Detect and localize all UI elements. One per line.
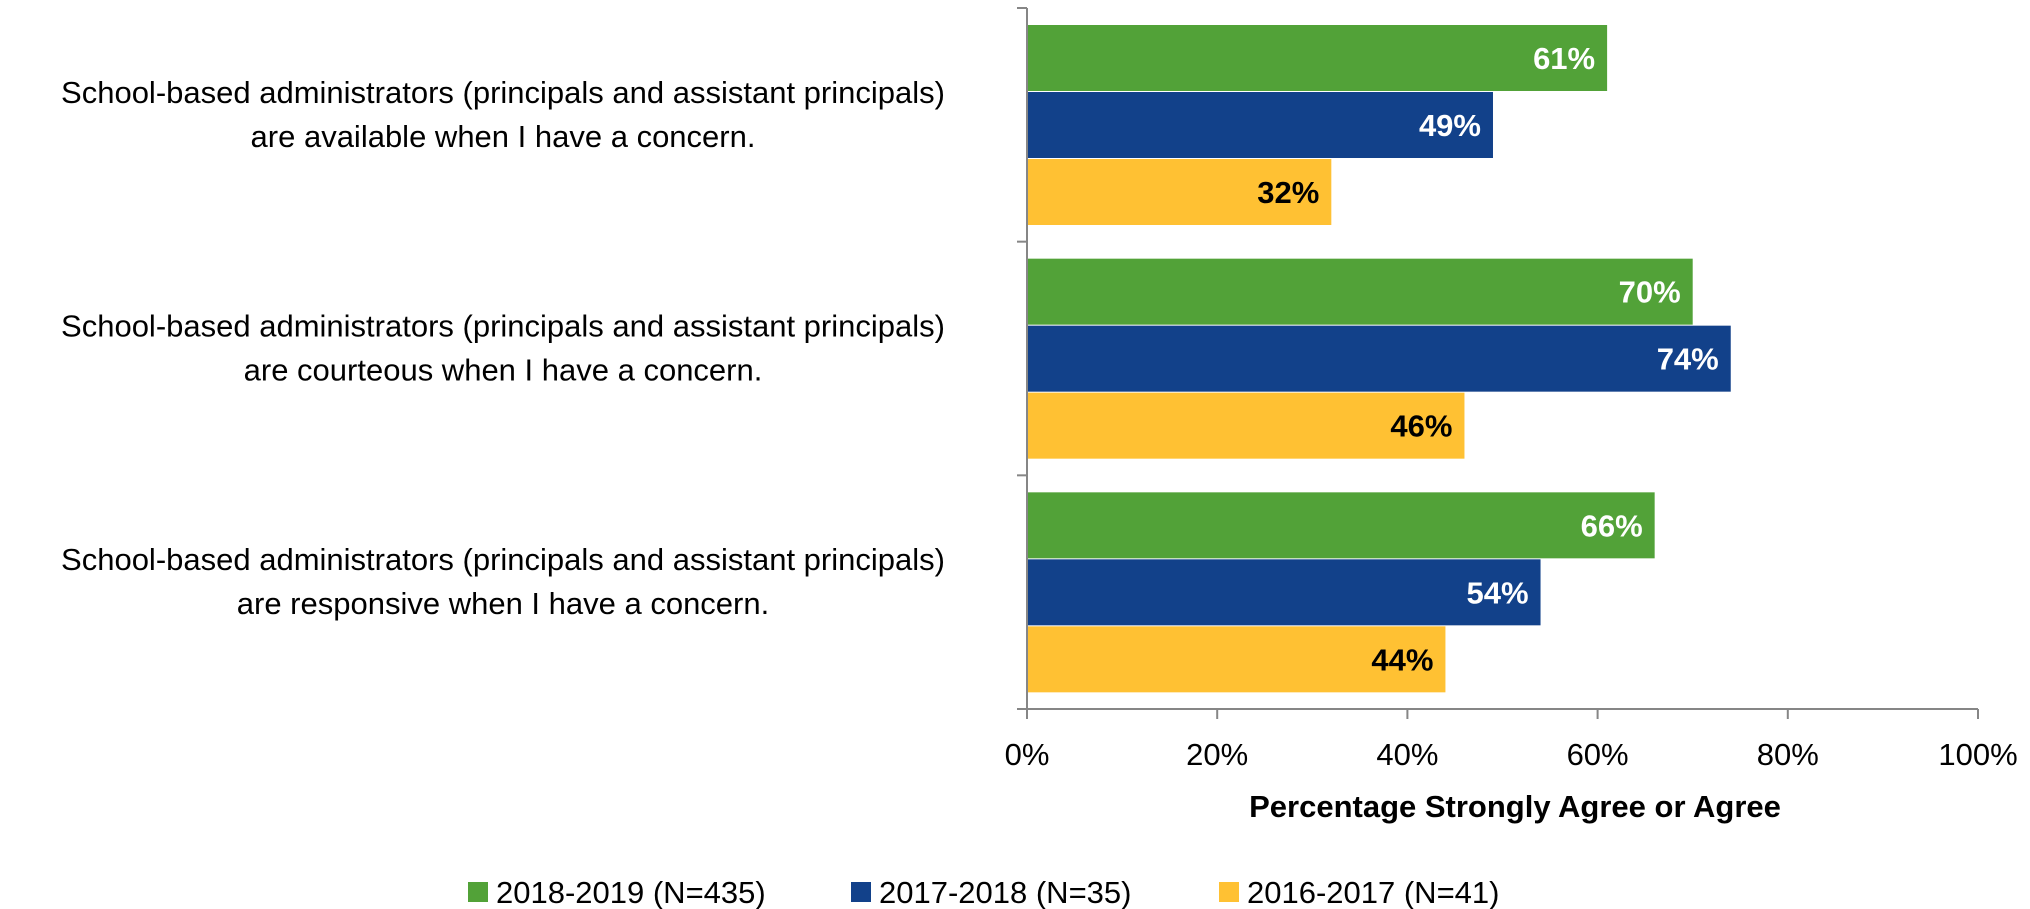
- axes: [1017, 7, 1979, 719]
- legend-swatch: [851, 882, 871, 902]
- bar: [1027, 559, 1541, 626]
- x-tick-label: 100%: [1938, 737, 2017, 772]
- legend-swatch: [1219, 882, 1239, 902]
- x-tick-label: 0%: [1005, 737, 1050, 772]
- data-label: 49%: [1419, 108, 1481, 143]
- legend-label: 2016-2017 (N=41): [1247, 875, 1499, 909]
- category-label: School-based administrators (principals …: [61, 75, 945, 110]
- x-tick-labels: 0% 20% 40% 60% 80% 100%: [1005, 737, 2018, 772]
- category-label: are responsive when I have a concern.: [237, 586, 769, 621]
- x-tick-label: 60%: [1567, 737, 1629, 772]
- data-labels: 61% 49% 32% 70% 74% 46% 66% 54% 44%: [1257, 41, 1718, 677]
- category-labels: School-based administrators (principals …: [61, 75, 945, 621]
- data-label: 54%: [1466, 575, 1528, 610]
- legend-label: 2017-2018 (N=35): [879, 875, 1131, 909]
- bar: [1027, 25, 1608, 91]
- legend: 2018-2019 (N=435) 2017-2018 (N=35) 2016-20…: [468, 875, 1499, 909]
- x-tick-label: 40%: [1376, 737, 1438, 772]
- x-tick-label: 20%: [1186, 737, 1248, 772]
- data-label: 32%: [1257, 175, 1319, 210]
- bar: [1027, 392, 1465, 459]
- category-label: are courteous when I have a concern.: [244, 353, 763, 388]
- bar: [1027, 492, 1655, 559]
- data-label: 70%: [1619, 275, 1681, 310]
- legend-swatch: [468, 882, 488, 902]
- bar: [1027, 626, 1446, 693]
- data-label: 74%: [1657, 342, 1719, 377]
- bar: [1027, 159, 1332, 225]
- legend-label: 2018-2019 (N=435): [496, 875, 766, 909]
- bar: [1027, 258, 1693, 325]
- bar: [1027, 325, 1731, 392]
- category-label: are available when I have a concern.: [251, 119, 756, 154]
- x-axis-title: Percentage Strongly Agree or Agree: [1249, 789, 1781, 824]
- bar: [1027, 92, 1493, 158]
- data-label: 66%: [1581, 508, 1643, 543]
- data-label: 44%: [1371, 642, 1433, 677]
- data-label: 46%: [1390, 409, 1452, 444]
- x-tick-label: 80%: [1757, 737, 1819, 772]
- category-label: School-based administrators (principals …: [61, 309, 945, 344]
- category-label: School-based administrators (principals …: [61, 542, 945, 577]
- bars: [1027, 25, 1731, 693]
- data-label: 61%: [1533, 41, 1595, 76]
